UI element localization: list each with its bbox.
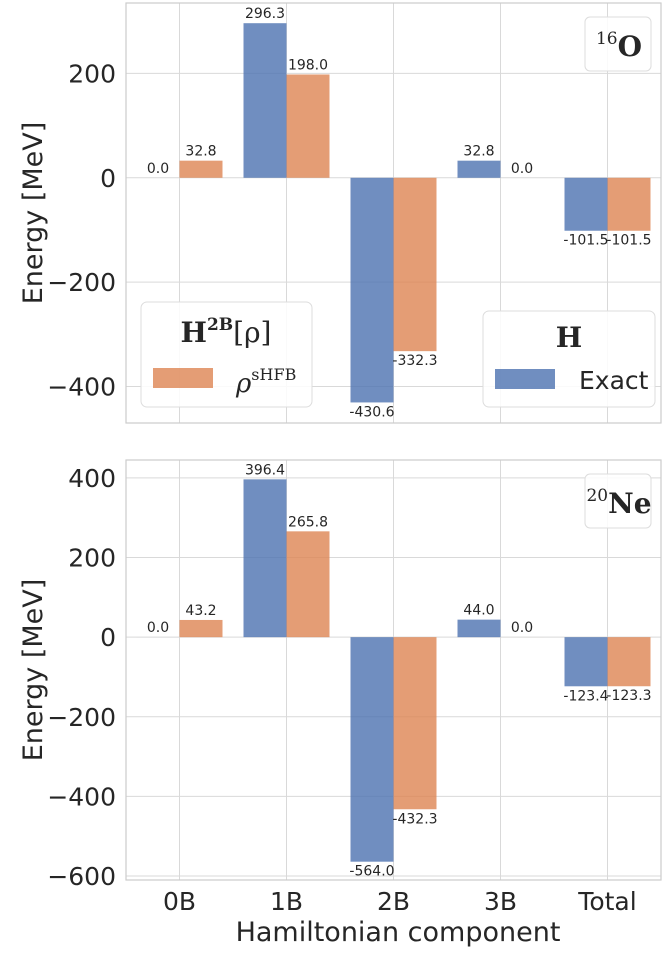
legend-swatch-exact [495, 369, 555, 389]
bar-value-label: 43.2 [185, 603, 216, 619]
bar-value-label: 32.8 [463, 144, 494, 160]
bar-value-label: 0.0 [511, 161, 533, 177]
y-axis-label-top: Energy [MeV] [18, 122, 49, 305]
bar-value-label: 396.4 [245, 462, 285, 478]
bar-shfb [179, 160, 223, 178]
bar-value-label: -101.5 [563, 233, 608, 249]
x-tick-label: Total [577, 887, 636, 916]
bar-shfb [393, 637, 437, 810]
y-tick-label: −400 [47, 782, 116, 811]
legend-title-exact: H [556, 321, 582, 354]
bar-exact [564, 637, 608, 687]
bar-shfb [286, 531, 330, 638]
bar-shfb [393, 177, 437, 352]
bar-value-label: 0.0 [147, 620, 169, 636]
nucleus-label: 20Ne [586, 486, 651, 520]
panel-oxygen-16: 200 0 −200 −400 0.0 296.3 -430.6 32.8 -101.5 32.8… [47, 2, 662, 424]
y-tick-label: 400 [68, 464, 116, 493]
y-tick-label: −600 [47, 862, 116, 891]
nucleus-label: 16O [596, 29, 642, 63]
legend-title-shfb: H2B[ρ] [181, 315, 272, 349]
bar-value-label: 265.8 [288, 514, 328, 530]
bar-value-label: -564.0 [349, 864, 394, 880]
bar-value-label: -430.6 [349, 404, 394, 420]
y-tick-label: 0 [100, 164, 116, 193]
x-tick-label: 0B [163, 887, 196, 916]
bar-value-label: 44.0 [463, 603, 494, 619]
y-tick-label: 200 [68, 544, 116, 573]
y-tick-label: −400 [47, 372, 116, 401]
bar-value-label: -332.3 [392, 353, 437, 369]
y-tick-label: −200 [47, 703, 116, 732]
bar-exact [350, 177, 394, 403]
bar-value-label: 198.0 [288, 57, 328, 73]
x-tick-label: 3B [484, 887, 517, 916]
legend-entry-shfb: ρsHFB [235, 365, 296, 399]
panel-neon-20: 400 200 0 −200 −400 −600 0.0 396.4 -564.0 44.0 -12… [47, 459, 662, 916]
bar-value-label: 0.0 [511, 620, 533, 636]
y-tick-label: 200 [68, 59, 116, 88]
x-tick-label: 1B [270, 887, 303, 916]
plot-frame [125, 459, 662, 881]
bar-exact [350, 637, 394, 862]
nucleus-label-box [584, 16, 652, 72]
bar-shfb [286, 74, 330, 178]
bar-value-label: 0.0 [147, 161, 169, 177]
bar-value-label: -123.3 [606, 688, 651, 704]
y-tick-label: −200 [47, 268, 116, 297]
bar-exact [457, 160, 501, 178]
x-axis-label: Hamiltonian component [236, 917, 561, 948]
bar-exact [457, 619, 501, 638]
legend-entry-exact: Exact [579, 366, 649, 395]
bar-exact [564, 177, 608, 231]
plot-frame [125, 2, 662, 424]
legend-swatch-shfb [153, 368, 213, 388]
bar-exact [243, 479, 287, 638]
bar-shfb [179, 619, 223, 638]
bar-value-label: -123.4 [563, 688, 608, 704]
bar-value-label: 296.3 [245, 6, 285, 22]
nucleus-label-box [584, 473, 652, 529]
bar-shfb [607, 177, 651, 231]
y-tick-label: 0 [100, 623, 116, 652]
bar-value-label: -101.5 [606, 233, 651, 249]
x-tick-label: 2B [377, 887, 410, 916]
y-axis-label-bottom: Energy [MeV] [18, 579, 49, 762]
bar-value-label: 32.8 [185, 144, 216, 160]
bar-value-label: -432.3 [392, 811, 437, 827]
bar-exact [243, 23, 287, 178]
bar-shfb [607, 637, 651, 687]
